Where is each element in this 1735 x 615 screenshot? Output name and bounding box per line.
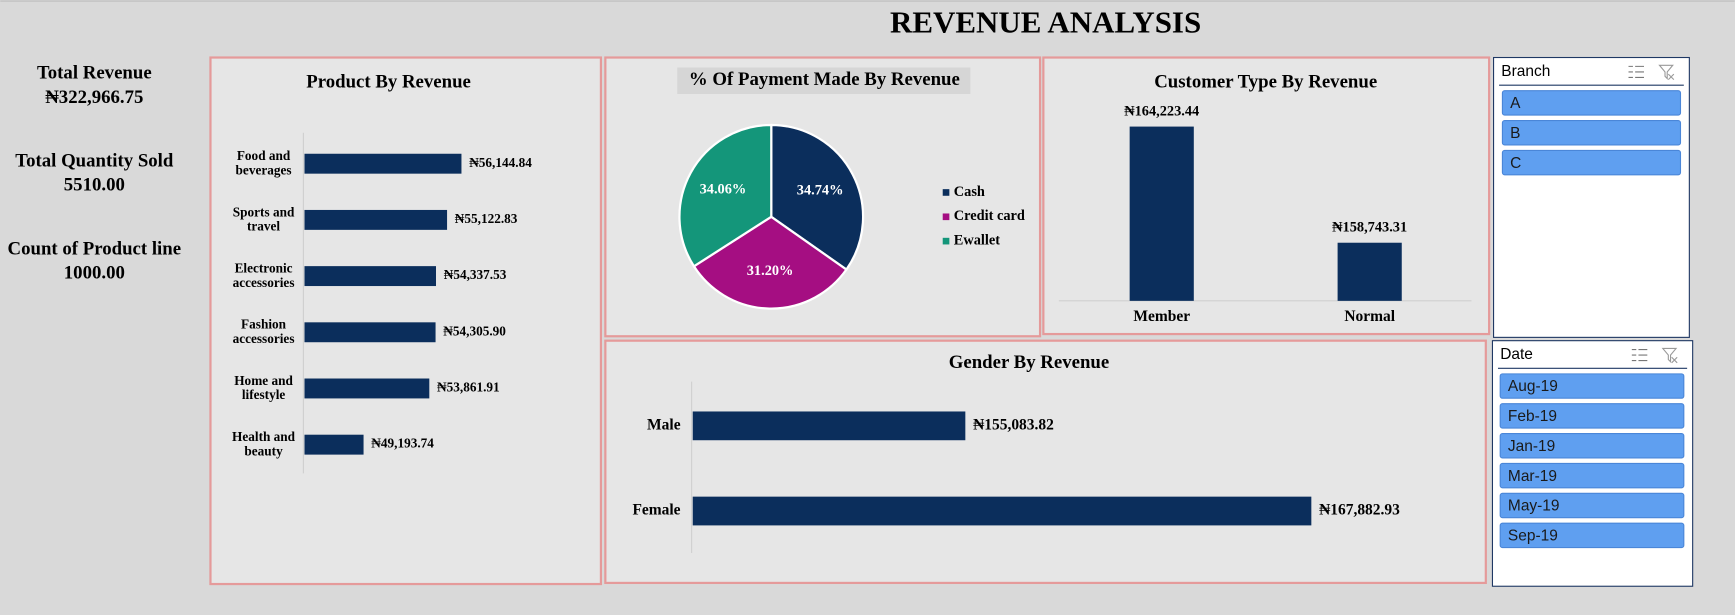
- slicer-title: Date: [1500, 346, 1533, 363]
- legend-swatch: [942, 189, 950, 196]
- slicer-item-label[interactable]: Sep-19: [1508, 528, 1558, 545]
- pie-slice: [678, 123, 773, 268]
- kpi-label: Count of Product line: [8, 238, 182, 259]
- slicer-title: Branch: [1501, 63, 1550, 80]
- panel: [1042, 56, 1491, 336]
- slicer-item-label[interactable]: Aug-19: [1508, 378, 1558, 395]
- legend-swatch: [942, 237, 950, 245]
- bar: [1129, 126, 1194, 301]
- slicer-item-label[interactable]: Jan-19: [1508, 438, 1555, 455]
- legend-swatch: [942, 213, 950, 221]
- clear-filter-icon[interactable]: [1658, 64, 1675, 81]
- legend-label: Cash: [954, 184, 985, 200]
- bar: [692, 496, 1312, 526]
- slicer-item[interactable]: [1499, 403, 1685, 429]
- category-label: Home and lifestyle: [234, 373, 293, 402]
- slicer-item-label[interactable]: May-19: [1508, 498, 1560, 515]
- chart-title: Customer Type By Revenue: [1154, 71, 1377, 92]
- value-label: ₦158,743.31: [1332, 220, 1407, 236]
- bar: [692, 411, 966, 441]
- category-label: Member: [1133, 308, 1190, 325]
- slicer-item-label[interactable]: A: [1510, 95, 1521, 112]
- slicer-item[interactable]: [1501, 90, 1682, 116]
- value-label: ₦55,122.83: [455, 211, 518, 226]
- category-label: Health and beauty: [232, 429, 296, 458]
- slicer-item-label[interactable]: B: [1510, 125, 1520, 142]
- value-label: ₦56,144.84: [469, 155, 532, 170]
- bar: [304, 266, 437, 287]
- kpi-label: Total Quantity Sold: [15, 150, 174, 171]
- slicer-item-label[interactable]: Mar-19: [1508, 468, 1557, 485]
- clear-filter-icon[interactable]: [1661, 347, 1678, 364]
- panel: [209, 56, 603, 586]
- pie-slice: [692, 215, 848, 310]
- chart-title: Product By Revenue: [306, 71, 471, 92]
- chart-title: % Of Payment Made By Revenue: [689, 69, 960, 90]
- kpi-value: ₦322,966.75: [45, 87, 143, 108]
- bar: [304, 209, 448, 230]
- value-label: ₦54,337.53: [444, 267, 507, 282]
- category-label: Normal: [1344, 308, 1395, 325]
- category-label: Electronic accessories: [233, 260, 295, 289]
- multi-select-icon[interactable]: [1631, 348, 1648, 362]
- slice-label: 31.20%: [747, 263, 794, 279]
- category-label: Male: [647, 416, 681, 433]
- chart-title: Gender By Revenue: [949, 352, 1109, 373]
- value-label: ₦49,193.74: [371, 436, 434, 451]
- bar: [304, 434, 364, 455]
- legend-label: Ewallet: [954, 232, 1000, 248]
- slicer-item[interactable]: [1499, 373, 1685, 399]
- slicer-item[interactable]: [1501, 149, 1682, 176]
- slicer-item[interactable]: [1499, 462, 1685, 489]
- slice-label: 34.74%: [797, 183, 844, 199]
- title-highlight: [677, 67, 971, 95]
- slicer-item[interactable]: [1501, 120, 1682, 146]
- legend-label: Credit card: [954, 208, 1025, 224]
- slicer-item[interactable]: [1499, 522, 1685, 549]
- value-label: ₦164,223.44: [1124, 103, 1199, 119]
- bar: [304, 322, 436, 343]
- slicer-item[interactable]: [1499, 492, 1685, 519]
- multi-select-icon[interactable]: [1628, 65, 1644, 78]
- category-label: Fashion accessories: [233, 317, 295, 346]
- value-label: ₦167,882.93: [1319, 502, 1400, 519]
- bar: [1337, 242, 1402, 301]
- value-label: ₦54,305.90: [443, 323, 506, 338]
- slice-label: 34.06%: [700, 182, 747, 198]
- kpi-value: 5510.00: [64, 175, 125, 196]
- slicer-item-label[interactable]: Feb-19: [1508, 408, 1557, 425]
- panel: [604, 339, 1487, 585]
- slicer-item-label[interactable]: C: [1510, 155, 1521, 172]
- category-label: Sports and travel: [233, 204, 295, 233]
- bar: [304, 153, 462, 174]
- category-label: Food and beverages: [236, 148, 292, 177]
- kpi-label: Total Revenue: [37, 62, 152, 83]
- dashboard-title: REVENUE ANALYSIS: [890, 5, 1201, 40]
- value-label: ₦53,861.91: [437, 380, 500, 395]
- category-label: Female: [632, 502, 680, 519]
- pie-slice: [770, 123, 865, 272]
- bar: [304, 378, 430, 399]
- kpi-value: 1000.00: [64, 263, 125, 284]
- value-label: ₦155,083.82: [973, 416, 1054, 433]
- slicer-item[interactable]: [1499, 433, 1685, 459]
